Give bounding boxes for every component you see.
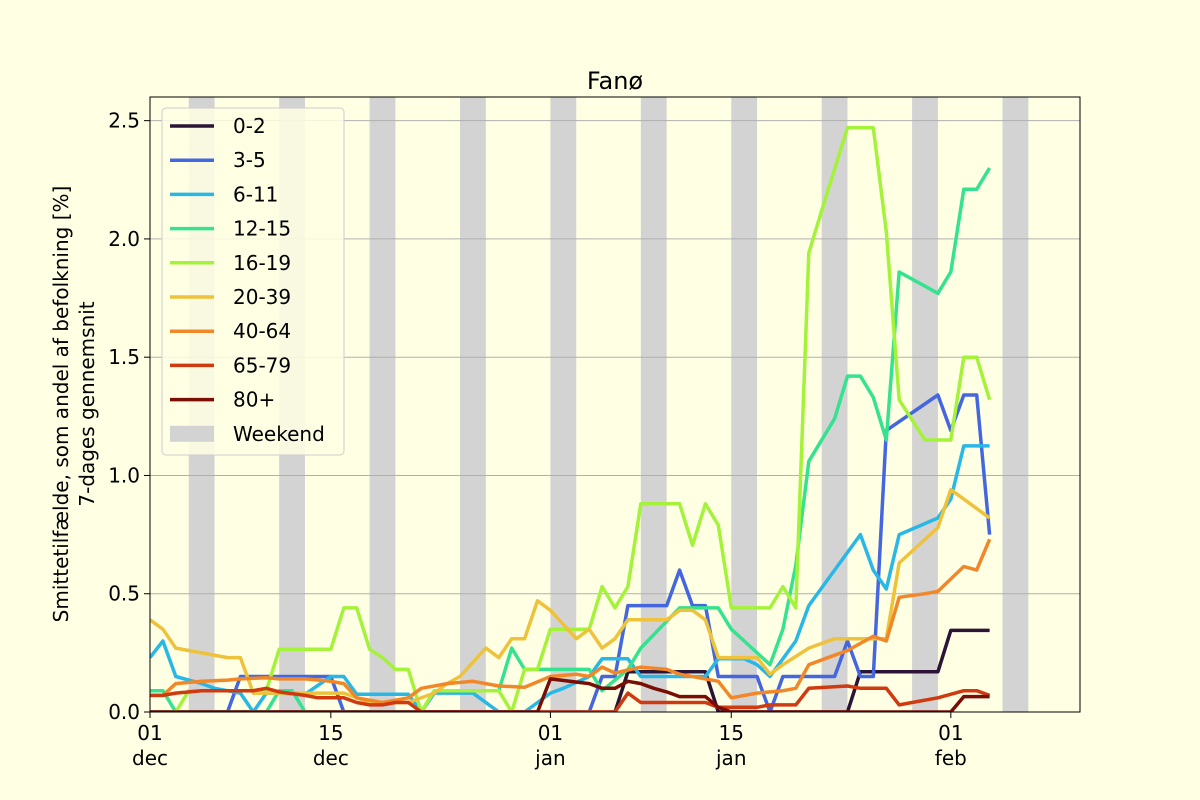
y-tick-label: 0.5: [108, 582, 140, 606]
weekend-band: [460, 97, 486, 712]
legend-label: 40-64: [233, 319, 291, 343]
x-tick-label-day: 01: [538, 721, 563, 745]
y-tick-label: 1.0: [108, 463, 140, 487]
legend-label: 20-39: [233, 285, 291, 309]
y-axis-label: Smittetilfælde, som andel af befolkning …: [49, 186, 73, 623]
series-line-12-15: [150, 167, 992, 712]
legend-label: 12-15: [233, 217, 291, 241]
y-tick-label: 1.5: [108, 345, 140, 369]
legend-swatch-weekend: [170, 425, 214, 442]
series-lines: [150, 126, 992, 712]
y-tick-label: 0.0: [108, 700, 140, 724]
x-tick-label-month: jan: [715, 746, 747, 770]
x-tick-label-month: dec: [313, 746, 349, 770]
plot-frame: [149, 96, 1081, 713]
y-axis: 0.0 0.5 1.0 1.5 2.0 2.5: [108, 109, 150, 724]
weekend-band: [821, 97, 848, 712]
legend-label: 65-79: [233, 353, 291, 377]
legend-label: 3-5: [233, 148, 266, 172]
x-tick-label-day: 01: [137, 721, 162, 745]
y-tick-label: 2.5: [108, 109, 140, 133]
weekend-band: [731, 97, 758, 712]
series-line-16-19: [150, 126, 992, 712]
legend-label: 16-19: [233, 251, 291, 275]
x-tick-label-day: 15: [318, 721, 343, 745]
weekend-band: [1002, 97, 1029, 712]
weekend-band: [640, 97, 667, 712]
legend-label-weekend: Weekend: [233, 422, 325, 446]
y-tick-label: 2.0: [108, 227, 140, 251]
x-tick-label-month: feb: [935, 746, 967, 770]
chart-title: Fanø: [587, 67, 643, 95]
legend-label: 0-2: [233, 114, 266, 138]
series-line-0-2: [150, 628, 990, 712]
legend: 0-2 3-5 6-11 12-15 16-19 20-39 40-64 65-79 80+ We…: [161, 107, 345, 456]
y-axis-label-secondary: 7-dages gennemsnit: [75, 301, 99, 506]
weekend-band: [369, 97, 396, 712]
legend-label: 6-11: [233, 182, 278, 206]
weekend-band: [550, 97, 577, 712]
series-line-40-64: [150, 538, 992, 705]
series-line-20-39: [150, 487, 991, 705]
series-line-80plus: [150, 677, 990, 712]
x-tick-label-day: 01: [938, 721, 963, 745]
series-line-3-5: [150, 393, 992, 712]
x-tick-label-month: dec: [132, 746, 168, 770]
x-tick-label-day: 15: [719, 721, 744, 745]
series-line-65-79: [150, 684, 991, 712]
x-tick-label-month: jan: [534, 746, 566, 770]
legend-label: 80+: [233, 388, 275, 412]
